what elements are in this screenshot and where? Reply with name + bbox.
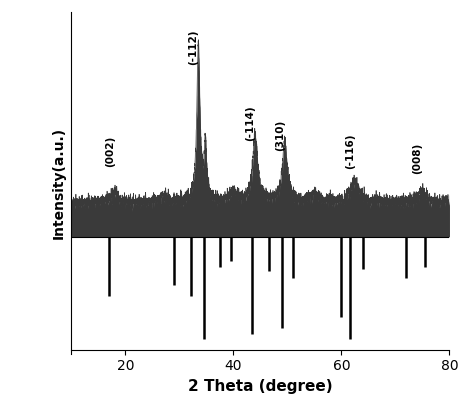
Text: (002): (002) xyxy=(105,135,115,166)
Text: (310): (310) xyxy=(275,120,285,151)
Y-axis label: Intensity(a.u.): Intensity(a.u.) xyxy=(52,127,66,239)
Text: (008): (008) xyxy=(413,143,422,174)
X-axis label: 2 Theta (degree): 2 Theta (degree) xyxy=(188,379,333,394)
Text: (-112): (-112) xyxy=(189,30,198,65)
Text: (-114): (-114) xyxy=(245,106,255,141)
Text: (-116): (-116) xyxy=(345,133,355,168)
